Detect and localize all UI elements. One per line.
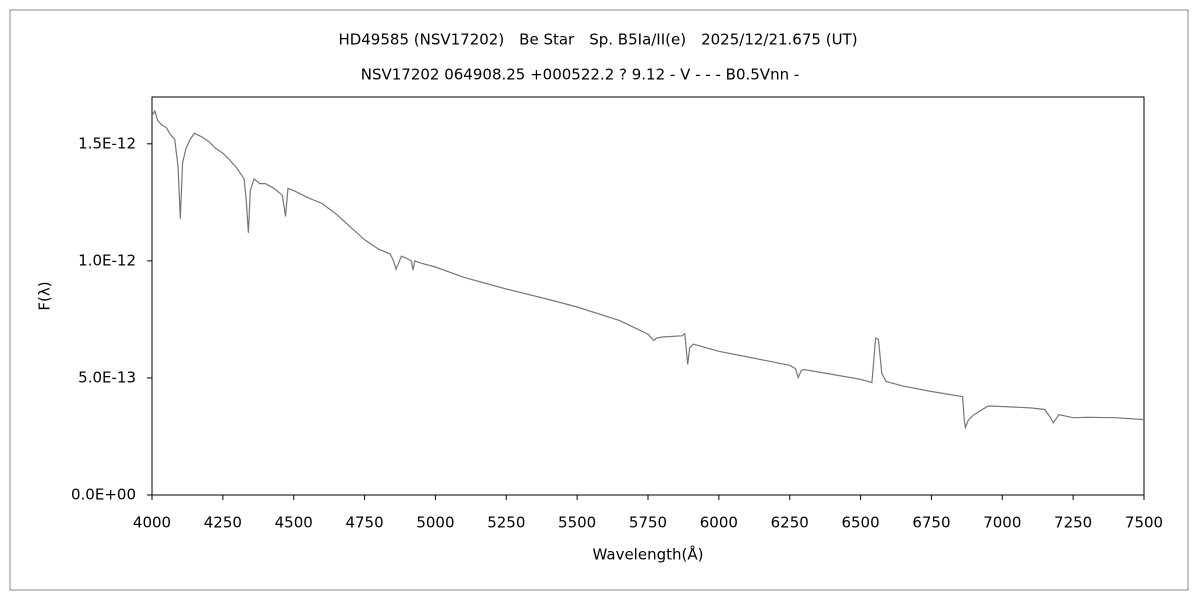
- x-tick-label: 7500: [1125, 514, 1163, 532]
- x-tick-label: 5500: [558, 514, 596, 532]
- x-tick-label: 4750: [345, 514, 383, 532]
- x-tick-label: 4250: [204, 514, 242, 532]
- x-tick-label: 4500: [275, 514, 313, 532]
- x-tick-label: 5750: [629, 514, 667, 532]
- y-tick-label: 0.0E+00: [71, 486, 136, 504]
- x-axis-label: Wavelength(Å): [593, 545, 704, 564]
- x-tick-label: 6000: [700, 514, 738, 532]
- x-tick-label: 7250: [1054, 514, 1092, 532]
- chart-title: HD49585 (NSV17202) Be Star Sp. B5Ia/II(e…: [338, 31, 857, 49]
- y-axis-label: F(λ): [36, 281, 54, 310]
- x-tick-label: 4000: [133, 514, 171, 532]
- y-tick-label: 1.0E-12: [78, 251, 136, 269]
- chart-subtitle: NSV17202 064908.25 +000522.2 ? 9.12 - V …: [361, 66, 800, 84]
- y-tick-label: 5.0E-13: [78, 368, 136, 386]
- x-tick-label: 7000: [983, 514, 1021, 532]
- x-tick-label: 6750: [912, 514, 950, 532]
- y-tick-label: 1.5E-12: [78, 134, 136, 152]
- chart-frame: [9, 9, 1189, 591]
- x-tick-label: 6500: [841, 514, 879, 532]
- x-tick-label: 5000: [416, 514, 454, 532]
- spectrum-line: [151, 109, 1145, 430]
- x-tick-label: 6250: [771, 514, 809, 532]
- x-tick-label: 5250: [487, 514, 525, 532]
